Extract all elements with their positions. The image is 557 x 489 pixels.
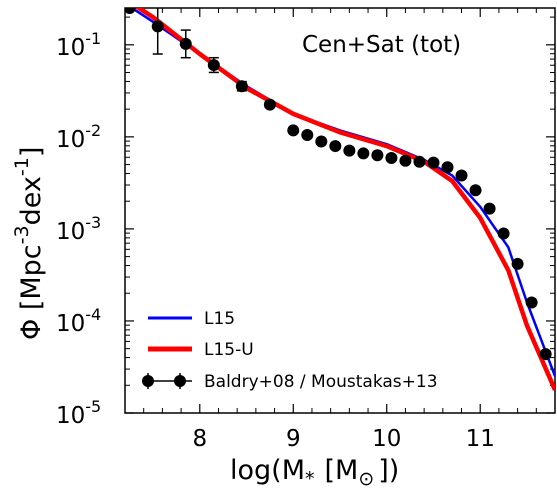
x-axis-label: log(M* [M⊙]) — [230, 455, 399, 489]
x-axis-label-unit: [M — [325, 455, 359, 486]
y-axis-label-exp2: -1 — [11, 157, 33, 176]
series-layer — [129, 8, 555, 391]
y-tick-labels: 10-1 10-2 10-3 10-4 10-5 — [56, 29, 101, 429]
data-point — [329, 140, 342, 153]
data-point — [125, 8, 136, 14]
data-point — [399, 154, 412, 167]
data-point — [357, 147, 370, 160]
series-line-l15-u — [134, 8, 555, 391]
data-point — [315, 135, 328, 148]
y-tick-label: 10-5 — [56, 397, 101, 429]
x-tick-label: 10 — [372, 426, 401, 452]
data-point — [151, 20, 164, 33]
chart-annotation: Cen+Sat (tot) — [302, 32, 461, 58]
data-point — [539, 348, 552, 361]
x-tick-labels: 8 9 10 11 — [192, 426, 494, 452]
data-points — [125, 8, 552, 361]
data-point — [343, 144, 356, 157]
x-axis-label-main: log(M — [230, 455, 305, 486]
data-point — [235, 80, 248, 93]
y-axis-label-close: ] — [16, 147, 47, 158]
data-point — [385, 152, 398, 165]
data-point — [301, 129, 314, 142]
legend-label-l15: L15 — [204, 309, 235, 329]
y-tick-label: 10-4 — [56, 305, 101, 337]
data-point — [469, 184, 482, 197]
data-point — [497, 227, 510, 240]
y-axis-label-main: Φ [Mpc — [16, 244, 47, 340]
data-point — [441, 161, 454, 174]
data-point — [511, 257, 524, 270]
data-point — [263, 98, 276, 111]
x-axis-label-sub: * — [305, 468, 315, 489]
legend: L15 L15-U Baldry+08 / Moustakas+13 — [142, 309, 438, 392]
data-point — [525, 296, 538, 309]
x-tick-label: 8 — [192, 426, 207, 452]
y-tick-label: 10-3 — [56, 213, 101, 245]
x-axis-label-unit-sub: ⊙ — [358, 468, 374, 489]
y-axis-label-exp1: -3 — [11, 225, 33, 244]
legend-swatch-data — [142, 373, 192, 389]
legend-label-data: Baldry+08 / Moustakas+13 — [204, 372, 438, 392]
legend-label-l15u: L15-U — [204, 340, 254, 360]
y-axis-label-mid: dex — [16, 176, 47, 225]
data-point — [179, 37, 192, 50]
y-tick-label: 10-1 — [56, 29, 101, 61]
data-point — [427, 156, 440, 169]
data-point — [455, 169, 468, 182]
x-axis-label-close: ]) — [378, 455, 399, 486]
data-point — [413, 155, 426, 168]
y-tick-label: 10-2 — [56, 121, 101, 153]
y-axis-label: Φ [Mpc-3dex-1] — [11, 147, 47, 340]
x-tick-label: 9 — [286, 426, 301, 452]
axis-ticks — [124, 8, 556, 414]
data-point — [287, 124, 300, 137]
data-point — [371, 149, 384, 162]
data-point — [483, 202, 496, 215]
data-point — [207, 59, 220, 72]
x-tick-label: 11 — [466, 426, 495, 452]
